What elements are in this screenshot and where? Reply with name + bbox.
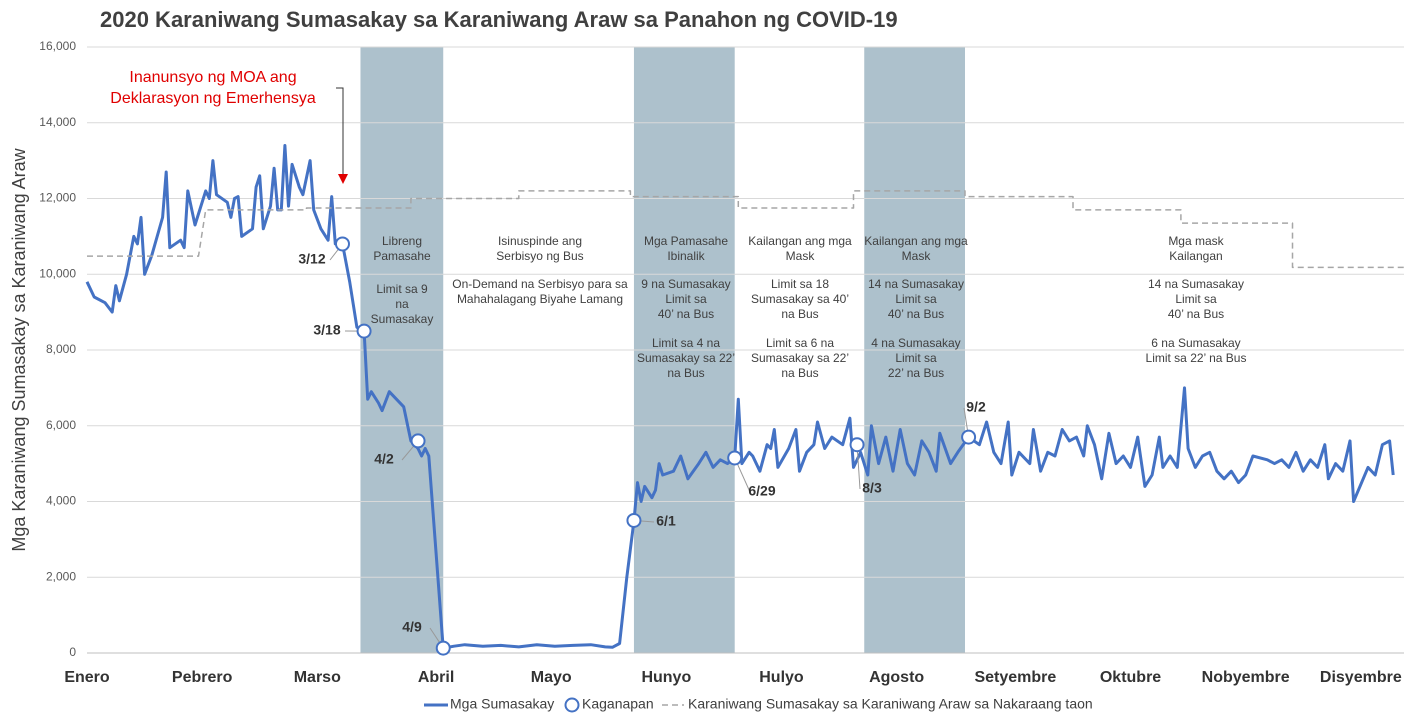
annotation: Limit sa 6 na (766, 336, 834, 350)
x-tick-label: Hulyo (759, 669, 804, 686)
annotation: na Bus (781, 307, 818, 321)
x-tick-label: Agosto (869, 669, 924, 686)
annotation: 40’ na Bus (1168, 307, 1224, 321)
annotation: Limit sa 18 (771, 277, 829, 291)
chart-title: 2020 Karaniwang Sumasakay sa Karaniwang … (100, 7, 898, 32)
x-tick-label: Enero (64, 669, 110, 686)
annotation: Isinuspinde ang (498, 234, 582, 248)
annotation: Kailangan ang mga (748, 234, 852, 248)
annotation: Mga Pamasahe (644, 234, 728, 248)
annotation: Kailangan (1169, 249, 1222, 263)
x-tick-label: Oktubre (1100, 669, 1161, 686)
annotation: Limit sa (895, 292, 937, 306)
legend-label: Kaganapan (582, 696, 654, 712)
annotation: Sumasakay sa 22’ (637, 351, 735, 365)
annotation: 9 na Sumasakay (641, 277, 730, 291)
y-tick-label: 10,000 (39, 266, 76, 280)
y-axis-label: Mga Karaniwang Sumasakay sa Karaniwang A… (9, 147, 29, 551)
annotation: na Bus (667, 366, 704, 380)
annotation: 6 na Sumasakay (1151, 336, 1240, 350)
event-label: 3/12 (298, 251, 325, 267)
x-tick-label: Hunyo (641, 669, 691, 686)
annotation: Mask (786, 249, 816, 263)
event-marker (356, 323, 372, 339)
annotation: Limit sa 22’ na Bus (1146, 351, 1247, 365)
annotation: 40’ na Bus (658, 307, 714, 321)
y-tick-label: 4,000 (46, 494, 76, 508)
annotation: Sumasakay sa 40’ (751, 292, 849, 306)
y-tick-label: 16,000 (39, 39, 76, 53)
annotation: Limit sa (1175, 292, 1217, 306)
callout: Inanunsyo ng MOA ang (129, 69, 296, 86)
event-marker (626, 512, 642, 528)
annotation: Libreng (382, 234, 422, 248)
annotation: Limit sa 4 na (652, 336, 720, 350)
x-tick-label: Abril (418, 669, 454, 686)
event-marker (961, 429, 977, 445)
x-tick-label: Nobyembre (1202, 669, 1290, 686)
annotation: Serbisyo ng Bus (496, 249, 583, 263)
annotation: Sumasakay sa 22’ (751, 351, 849, 365)
annotation: Kailangan ang mga (864, 234, 968, 248)
y-tick-label: 8,000 (46, 342, 76, 356)
callout: Deklarasyon ng Emerhensya (110, 90, 316, 107)
callout-arrow (336, 87, 344, 176)
x-tick-label: Setyembre (974, 669, 1056, 686)
annotation: na Bus (781, 366, 818, 380)
x-tick-label: Mayo (531, 669, 572, 686)
y-tick-label: 12,000 (39, 191, 76, 205)
annotation: 40’ na Bus (888, 307, 944, 321)
x-tick-label: Disyembre (1320, 669, 1402, 686)
annotation: 14 na Sumasakay (1148, 277, 1244, 291)
y-tick-label: 2,000 (46, 569, 76, 583)
annotation: Mask (902, 249, 932, 263)
event-label: 6/1 (656, 513, 676, 529)
annotation: Ibinalik (667, 249, 705, 263)
event-marker (334, 236, 350, 252)
annotation: na (395, 297, 409, 311)
annotation: Mahahalagang Biyahe Lamang (457, 292, 623, 306)
event-label: 4/2 (374, 451, 394, 467)
annotation: Mga mask (1168, 234, 1224, 248)
legend-swatch (564, 697, 580, 713)
y-tick-label: 14,000 (39, 115, 76, 129)
annotation: Pamasahe (373, 249, 431, 263)
annotation: Sumasakay (371, 312, 434, 326)
annotation: 14 na Sumasakay (868, 277, 964, 291)
event-marker (410, 433, 426, 449)
reference-line (87, 190, 1404, 269)
event-label: 3/18 (313, 322, 340, 338)
event-label: 4/9 (402, 619, 422, 635)
annotation: 4 na Sumasakay (871, 336, 960, 350)
annotation: Limit sa (665, 292, 707, 306)
event-marker (849, 437, 865, 453)
event-label: 6/29 (748, 483, 775, 499)
event-label: 9/2 (966, 399, 986, 415)
event-marker (727, 450, 743, 466)
annotation: On-Demand na Serbisyo para sa (452, 277, 628, 291)
annotation: 22’ na Bus (888, 366, 944, 380)
annotation: Limit sa (895, 351, 937, 365)
y-tick-label: 0 (69, 645, 76, 659)
annotation: Limit sa 9 (376, 282, 428, 296)
event-label: 8/3 (862, 480, 882, 496)
y-tick-label: 6,000 (46, 418, 76, 432)
x-tick-label: Marso (294, 669, 341, 686)
data-line (85, 144, 1395, 650)
event-marker (435, 640, 451, 656)
legend-label: Mga Sumasakay (450, 696, 554, 712)
legend-label: Karaniwang Sumasakay sa Karaniwang Araw … (688, 696, 1093, 712)
x-tick-label: Pebrero (172, 669, 233, 686)
callout-arrowhead (338, 174, 348, 184)
